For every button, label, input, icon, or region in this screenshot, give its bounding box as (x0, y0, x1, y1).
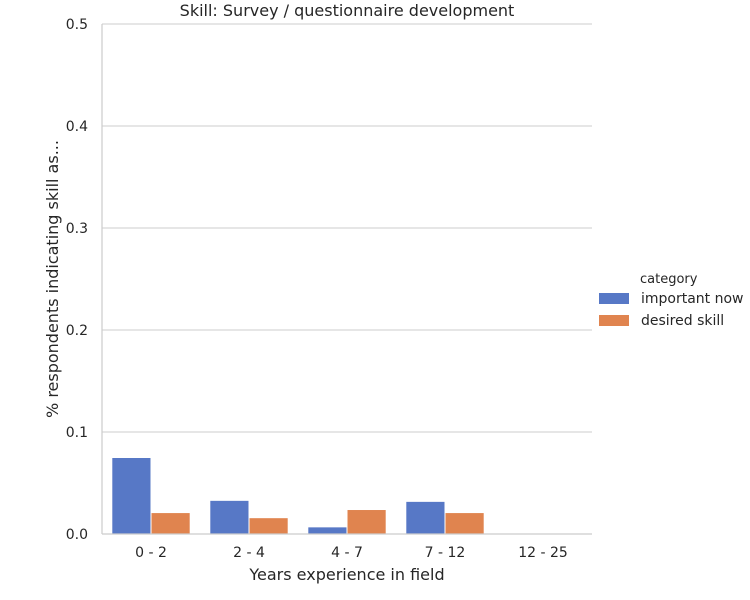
x-tick-label: 7 - 12 (425, 545, 466, 561)
bar (209, 499, 250, 535)
y-tick-label: 0.4 (66, 119, 88, 135)
chart-title: Skill: Survey / questionnaire developmen… (180, 1, 515, 20)
y-tick-labels: 0.0 0.1 0.2 0.3 0.4 0.5 (66, 17, 88, 543)
legend-swatch (599, 293, 629, 304)
legend-label: important now (641, 291, 744, 307)
y-axis-title: % respondents indicating skill as... (43, 140, 62, 418)
legend-label: desired skill (641, 313, 724, 329)
y-tick-label: 0.3 (66, 221, 88, 237)
x-tick-label: 0 - 2 (135, 545, 167, 561)
legend-swatch (599, 315, 629, 326)
y-tick-label: 0.5 (66, 17, 88, 33)
y-tick-label: 0.1 (66, 425, 88, 441)
bar (307, 526, 348, 535)
grid-lines (102, 23, 592, 433)
legend: category important now desired skill (599, 272, 744, 329)
bar (405, 500, 446, 535)
y-tick-label: 0.0 (66, 527, 88, 543)
bar (346, 509, 387, 535)
bars (111, 457, 485, 535)
legend-title: category (640, 272, 698, 287)
y-tick-label: 0.2 (66, 323, 88, 339)
bar (150, 512, 191, 535)
x-tick-label: 4 - 7 (331, 545, 363, 561)
x-tick-label: 12 - 25 (518, 545, 568, 561)
bar (444, 512, 485, 535)
axes (101, 24, 592, 535)
x-tick-labels: 0 - 2 2 - 4 4 - 7 7 - 12 12 - 25 (135, 545, 568, 561)
bar (111, 457, 152, 535)
x-axis-title: Years experience in field (248, 565, 444, 584)
bar (248, 517, 289, 535)
x-tick-label: 2 - 4 (233, 545, 265, 561)
